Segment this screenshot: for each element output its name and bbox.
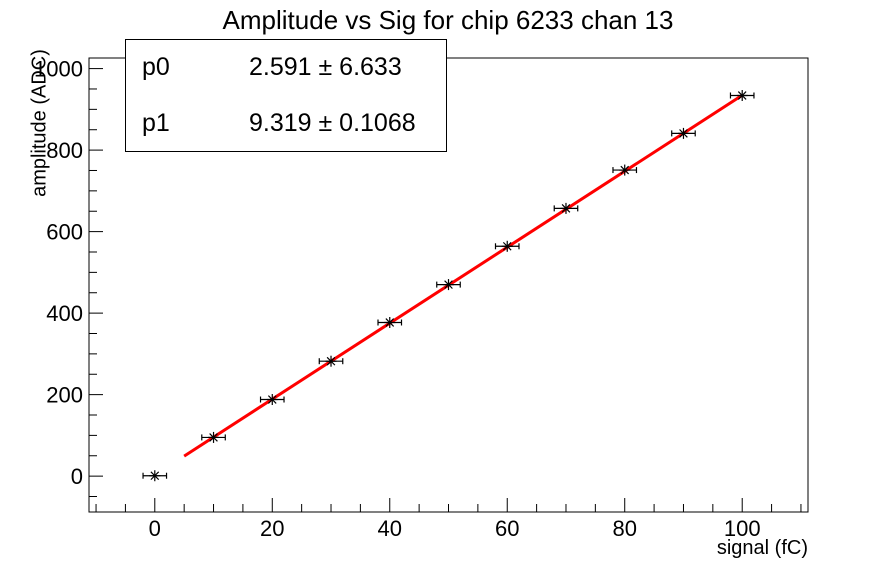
data-point-marker <box>209 433 218 442</box>
x-tick-label: 0 <box>149 516 161 541</box>
y-tick-label: 200 <box>46 383 83 408</box>
data-point-marker <box>326 356 336 366</box>
data-point <box>142 470 168 482</box>
stat-row-p1: p1 9.319 ± 0.1068 <box>126 109 446 138</box>
data-point-marker <box>737 91 747 100</box>
data-point <box>259 394 285 406</box>
y-tick-label: 800 <box>46 138 83 163</box>
y-tick-label: 0 <box>71 464 83 489</box>
stat-param-value: 9.319 ± 0.1068 <box>249 108 416 137</box>
x-tick-label: 60 <box>495 516 519 541</box>
stat-param-value: 2.591 ± 6.633 <box>249 53 402 82</box>
data-point-marker <box>502 241 512 251</box>
data-point <box>494 240 520 252</box>
stat-param-name: p1 <box>142 108 170 137</box>
data-point <box>436 279 461 291</box>
data-point-marker <box>679 129 688 138</box>
fit-line <box>183 94 744 458</box>
data-point-marker <box>561 204 571 213</box>
data-point <box>671 127 696 139</box>
chart-title: Amplitude vs Sig for chip 6233 chan 13 <box>222 5 674 35</box>
x-tick-label: 40 <box>378 516 402 541</box>
data-point-marker <box>385 318 395 327</box>
y-tick-label: 400 <box>46 301 83 326</box>
data-point <box>201 431 226 443</box>
y-tick-label: 1000 <box>34 57 83 82</box>
data-point <box>729 89 755 101</box>
stat-param-name: p0 <box>142 53 170 82</box>
stat-row-p0: p0 2.591 ± 6.633 <box>126 53 446 82</box>
data-point <box>612 164 638 176</box>
data-point <box>377 316 403 328</box>
data-point-marker <box>620 165 630 175</box>
fit-stats-box: p0 2.591 ± 6.633 p1 9.319 ± 0.1068 <box>125 39 447 152</box>
x-tick-label: 100 <box>724 516 761 541</box>
data-point-marker <box>267 395 277 404</box>
y-axis-title: amplitude (ADC) <box>28 49 51 197</box>
x-tick-label: 80 <box>612 516 636 541</box>
data-point-marker <box>150 471 160 481</box>
data-point-marker <box>444 280 453 289</box>
x-axis-title: signal (fC) <box>716 537 808 559</box>
x-tick-label: 20 <box>260 516 284 541</box>
data-point <box>318 355 344 367</box>
y-tick-label: 600 <box>46 220 83 245</box>
data-point <box>553 202 579 214</box>
